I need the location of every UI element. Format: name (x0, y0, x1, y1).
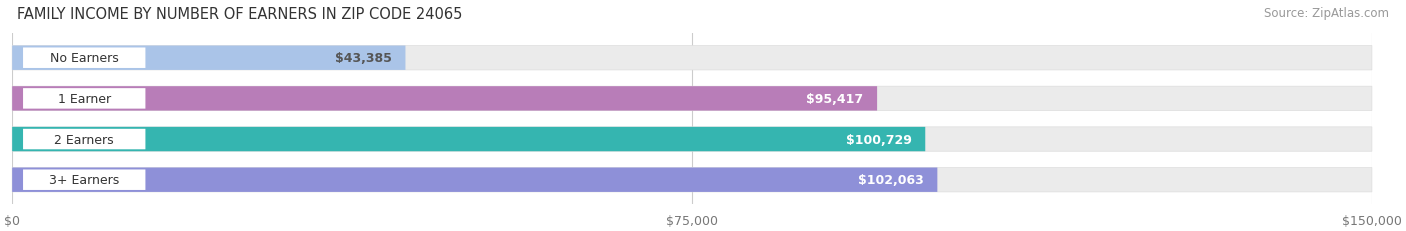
FancyBboxPatch shape (22, 170, 145, 190)
FancyBboxPatch shape (13, 168, 1372, 192)
FancyBboxPatch shape (13, 127, 1372, 152)
Text: 2 Earners: 2 Earners (55, 133, 114, 146)
FancyBboxPatch shape (13, 87, 1372, 111)
Text: FAMILY INCOME BY NUMBER OF EARNERS IN ZIP CODE 24065: FAMILY INCOME BY NUMBER OF EARNERS IN ZI… (17, 7, 463, 22)
FancyBboxPatch shape (22, 89, 145, 109)
FancyBboxPatch shape (13, 46, 405, 71)
FancyBboxPatch shape (13, 127, 925, 152)
Text: $102,063: $102,063 (858, 173, 924, 186)
FancyBboxPatch shape (13, 168, 938, 192)
Text: 1 Earner: 1 Earner (58, 92, 111, 105)
Text: No Earners: No Earners (49, 52, 118, 65)
FancyBboxPatch shape (13, 87, 877, 111)
FancyBboxPatch shape (22, 129, 145, 150)
Text: Source: ZipAtlas.com: Source: ZipAtlas.com (1264, 7, 1389, 20)
FancyBboxPatch shape (22, 48, 145, 69)
Text: $95,417: $95,417 (807, 92, 863, 105)
Text: $100,729: $100,729 (846, 133, 911, 146)
Text: $43,385: $43,385 (335, 52, 392, 65)
Text: 3+ Earners: 3+ Earners (49, 173, 120, 186)
FancyBboxPatch shape (13, 46, 1372, 71)
